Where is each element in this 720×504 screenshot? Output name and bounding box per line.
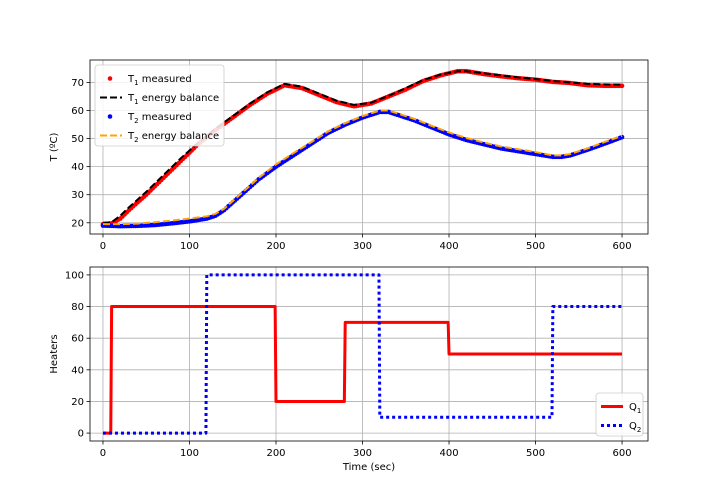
y-tick-label: 30 (71, 190, 84, 201)
y-tick-label: 20 (71, 397, 84, 408)
x-tick-label: 200 (266, 241, 285, 252)
legend-label-t2-measured: T2 measured (127, 112, 192, 125)
series-line-t2-energy-balance (102, 109, 623, 226)
data-point (619, 134, 625, 140)
series-line-t1-energy-balance (102, 70, 623, 224)
series-line-q2 (102, 273, 623, 435)
heaters-chart: 0 100 200 300 400 500 600 0 20 40 60 80 100 Heaters Ti… (49, 266, 649, 473)
y-tick-label: 80 (71, 302, 84, 313)
y-axis-label: Heaters (49, 334, 60, 373)
legend-marker-t2-measured (107, 114, 113, 119)
x-tick-label: 300 (353, 241, 372, 252)
legend-label-t1-measured: T1 measured (127, 74, 192, 87)
axes-frame (89, 266, 649, 442)
legend-label-t1-energy-balance: T1 energy balance (127, 93, 219, 106)
x-tick-label: 500 (526, 241, 545, 252)
y-tick-label: 0 (78, 429, 84, 440)
y-tick-label: 20 (71, 218, 84, 229)
x-tick-label: 0 (100, 241, 106, 252)
plot-area (102, 273, 623, 435)
y-tick-label: 60 (71, 334, 84, 345)
x-tick-label: 100 (180, 241, 199, 252)
x-tick-label: 400 (439, 448, 458, 459)
legend-label-t2-energy-balance: T2 energy balance (127, 131, 219, 144)
series-line-q1 (102, 305, 623, 435)
x-tick-label: 300 (353, 448, 372, 459)
y-tick-label: 40 (71, 162, 84, 173)
x-tick-label: 500 (526, 448, 545, 459)
y-tick-label: 100 (65, 270, 84, 281)
y-tick-label: 60 (71, 106, 84, 117)
temperature-chart: 0 100 200 300 400 500 600 20 30 40 50 60 70 T (ºC) T1 … (49, 59, 649, 252)
x-tick-label: 600 (612, 241, 631, 252)
y-tick-label: 70 (71, 78, 84, 89)
x-tick-label: 400 (439, 241, 458, 252)
legend-marker-t1-measured (107, 76, 113, 81)
plot-area (100, 68, 625, 229)
y-tick-label: 50 (71, 134, 84, 145)
legend-label-q2: Q2 (629, 421, 641, 434)
y-tick-label: 40 (71, 365, 84, 376)
x-tick-label: 0 (100, 448, 106, 459)
legend: T1 measured T1 energy balance T2 measured T… (94, 64, 225, 147)
legend-box (94, 64, 225, 147)
axes-frame (89, 59, 649, 235)
x-tick-label: 200 (266, 448, 285, 459)
legend-label-q1: Q1 (629, 402, 641, 415)
x-axis-label: Time (sec) (342, 462, 395, 473)
y-axis-label: T (ºC) (49, 133, 60, 163)
data-point (619, 83, 625, 89)
x-tick-label: 100 (180, 448, 199, 459)
x-tick-label: 600 (612, 448, 631, 459)
